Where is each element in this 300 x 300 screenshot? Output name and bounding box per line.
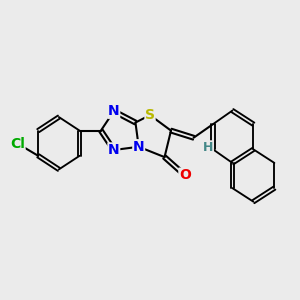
Text: N: N	[133, 140, 145, 154]
Text: H: H	[203, 141, 213, 154]
Text: Cl: Cl	[10, 136, 25, 151]
Text: N: N	[108, 104, 120, 118]
Text: N: N	[108, 143, 120, 157]
Text: O: O	[179, 168, 191, 182]
Text: S: S	[145, 108, 155, 122]
